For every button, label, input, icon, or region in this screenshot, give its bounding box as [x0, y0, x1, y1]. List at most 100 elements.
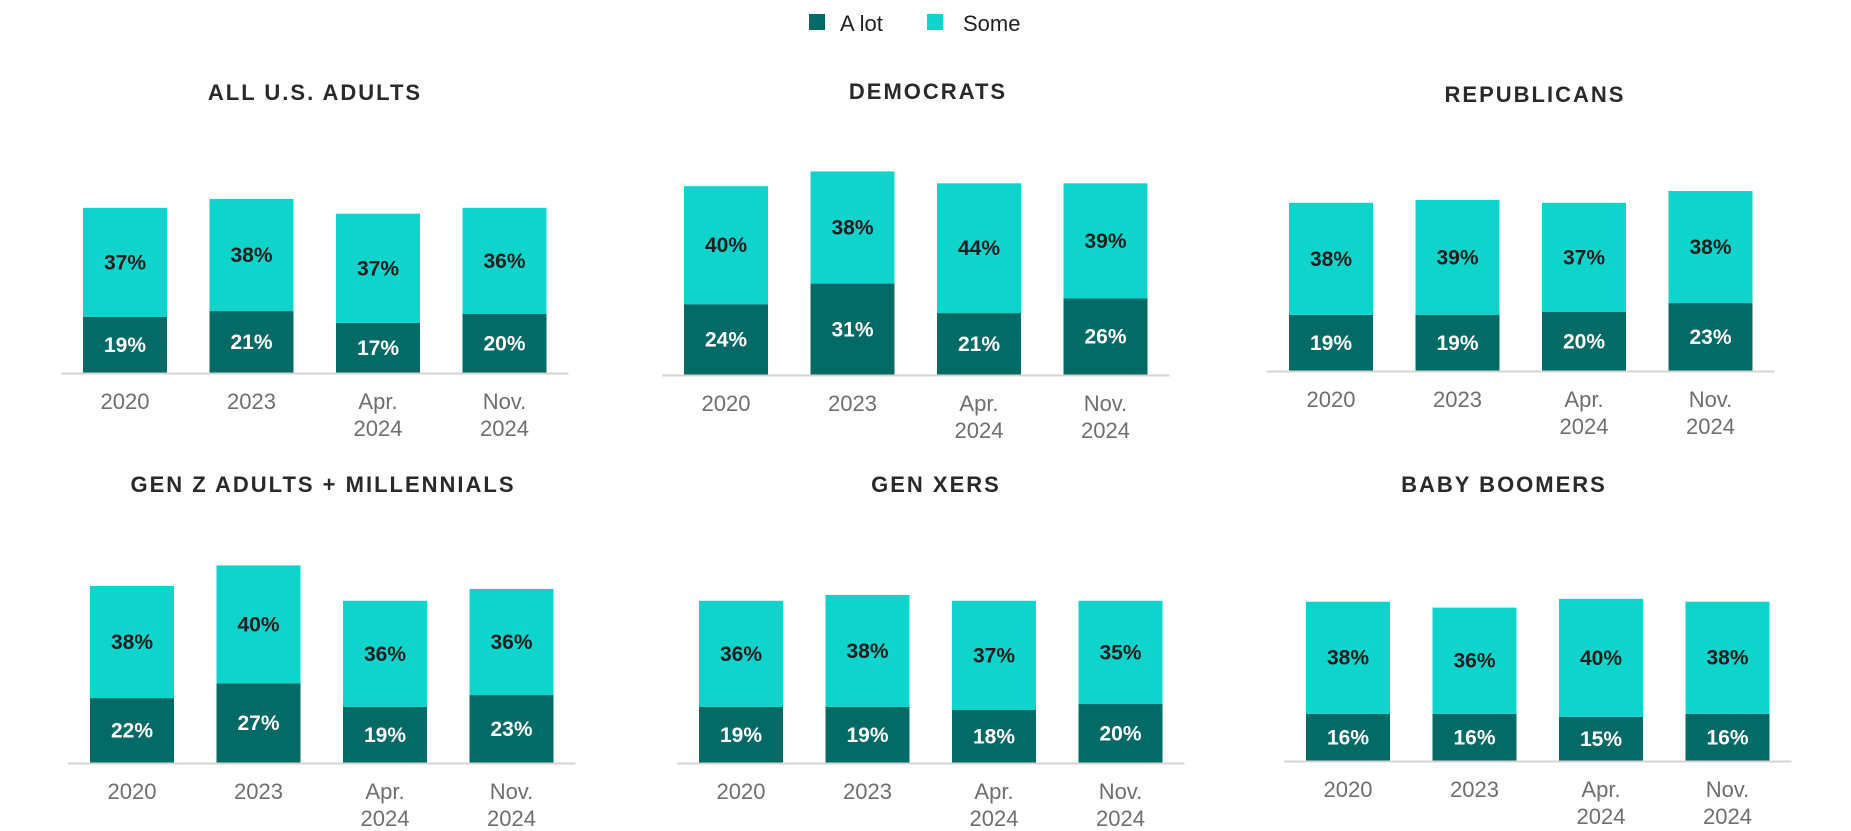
x-tick-label: Apr. 2024: [1577, 777, 1626, 829]
data-label: 22%: [111, 720, 153, 743]
panel-title: DEMOCRATS: [849, 79, 1007, 104]
data-label: 16%: [1327, 726, 1369, 749]
x-tick-label: Nov. 2024: [480, 389, 529, 441]
bar-segment: [1432, 607, 1517, 714]
bar-segment: [952, 600, 1036, 710]
legend-label-a-lot: A lot: [840, 11, 883, 36]
bar-segment: [343, 707, 427, 764]
x-tick-label: 2020: [1307, 387, 1356, 412]
bar-segment: [937, 313, 1021, 376]
panel-title: BABY BOOMERS: [1401, 472, 1607, 497]
x-tick-label: Nov. 2024: [1081, 391, 1130, 443]
x-tick-label: Apr. 2024: [361, 779, 410, 831]
data-label: 19%: [1436, 332, 1478, 355]
bar-segment: [83, 316, 167, 373]
data-label: 36%: [483, 250, 525, 273]
bar-segment: [462, 314, 547, 373]
data-label: 36%: [364, 643, 406, 666]
bar-segment: [1542, 202, 1626, 312]
chart-panel: ALL U.S. ADULTS 19% 37% 2020 21% 38% 2023 17% 37…: [61, 80, 569, 441]
bar-segment: [825, 594, 910, 707]
bar-segment: [469, 588, 554, 696]
chart-panel: GEN XERS 19% 36% 2020 19% 38% 2023 18% 37% Apr. 20…: [677, 472, 1185, 831]
bar-segment: [336, 322, 420, 374]
x-tick-label: 2023: [843, 779, 892, 804]
bar-segment: [1078, 600, 1163, 705]
data-label: 19%: [846, 724, 888, 747]
bar-segment: [810, 171, 895, 284]
data-label: 38%: [1689, 236, 1731, 259]
chart-panel: BABY BOOMERS 16% 38% 2020 16% 36% 2023 15% 40% Ap…: [1284, 472, 1792, 829]
data-label: 26%: [1084, 326, 1126, 349]
data-label: 37%: [973, 644, 1015, 667]
data-label: 36%: [720, 643, 762, 666]
legend-swatch-a-lot: [809, 14, 825, 30]
x-tick-label: Nov. 2024: [1686, 387, 1735, 439]
bar-segment: [1063, 298, 1148, 375]
x-tick-label: 2020: [101, 389, 150, 414]
bar-segment: [1685, 713, 1770, 761]
data-label: 40%: [1580, 647, 1622, 670]
bar-segment: [699, 600, 783, 707]
data-label: 40%: [705, 234, 747, 257]
x-tick-label: 2020: [717, 779, 766, 804]
bar-segment: [209, 311, 294, 374]
data-label: 15%: [1580, 728, 1622, 751]
data-label: 31%: [831, 318, 873, 341]
bar-segment: [1306, 713, 1390, 761]
bar-segment: [336, 213, 420, 323]
data-label: 39%: [1084, 230, 1126, 253]
bar-segment: [343, 600, 427, 707]
x-tick-label: 2023: [227, 389, 276, 414]
x-tick-label: Apr. 2024: [970, 779, 1019, 831]
panel-title: GEN XERS: [871, 472, 1001, 497]
data-label: 19%: [1310, 332, 1352, 355]
data-label: 20%: [1099, 723, 1141, 746]
bar-segment: [825, 707, 910, 764]
bar-segment: [1078, 704, 1163, 763]
bar-segment: [1063, 183, 1148, 299]
x-tick-label: Nov. 2024: [1096, 779, 1145, 831]
x-tick-label: 2020: [108, 779, 157, 804]
data-label: 36%: [1453, 650, 1495, 673]
x-tick-label: Nov. 2024: [487, 779, 536, 831]
bar-segment: [216, 565, 301, 684]
x-tick-label: Nov. 2024: [1703, 777, 1752, 829]
bar-segment: [216, 683, 301, 764]
chart-panel: REPUBLICANS 19% 38% 2020 19% 39% 2023 20% 37% Apr…: [1267, 82, 1775, 439]
bar-segment: [209, 198, 294, 311]
x-tick-label: 2020: [702, 391, 751, 416]
data-label: 21%: [958, 333, 1000, 356]
panel-title: GEN Z ADULTS + MILLENNIALS: [130, 472, 515, 497]
bar-segment: [699, 707, 783, 764]
data-label: 21%: [230, 331, 272, 354]
data-label: 38%: [846, 640, 888, 663]
data-label: 38%: [111, 631, 153, 654]
data-label: 19%: [720, 724, 762, 747]
bar-segment: [1685, 601, 1770, 714]
data-label: 16%: [1706, 726, 1748, 749]
bar-segment: [1415, 199, 1500, 315]
data-label: 19%: [104, 334, 146, 357]
bar-segment: [937, 183, 1021, 314]
x-tick-label: 2023: [1433, 387, 1482, 412]
legend: A lot Some: [809, 11, 1020, 36]
bar-segment: [83, 207, 167, 317]
bar-segment: [1306, 601, 1390, 714]
chart-panel: GEN Z ADULTS + MILLENNIALS 22% 38% 2020 27% 4…: [68, 472, 576, 831]
bar-segment: [952, 709, 1036, 763]
data-label: 20%: [1563, 331, 1605, 354]
data-label: 36%: [490, 631, 532, 654]
x-tick-label: 2023: [234, 779, 283, 804]
data-label: 24%: [705, 329, 747, 352]
bar-segment: [1559, 598, 1643, 717]
bar-segment: [810, 283, 895, 376]
x-tick-label: 2023: [828, 391, 877, 416]
data-label: 37%: [1563, 246, 1605, 269]
data-label: 38%: [831, 217, 873, 240]
panel-title: ALL U.S. ADULTS: [208, 80, 422, 105]
bar-segment: [1668, 303, 1753, 371]
data-label: 38%: [1310, 248, 1352, 271]
bar-segment: [1668, 191, 1753, 304]
